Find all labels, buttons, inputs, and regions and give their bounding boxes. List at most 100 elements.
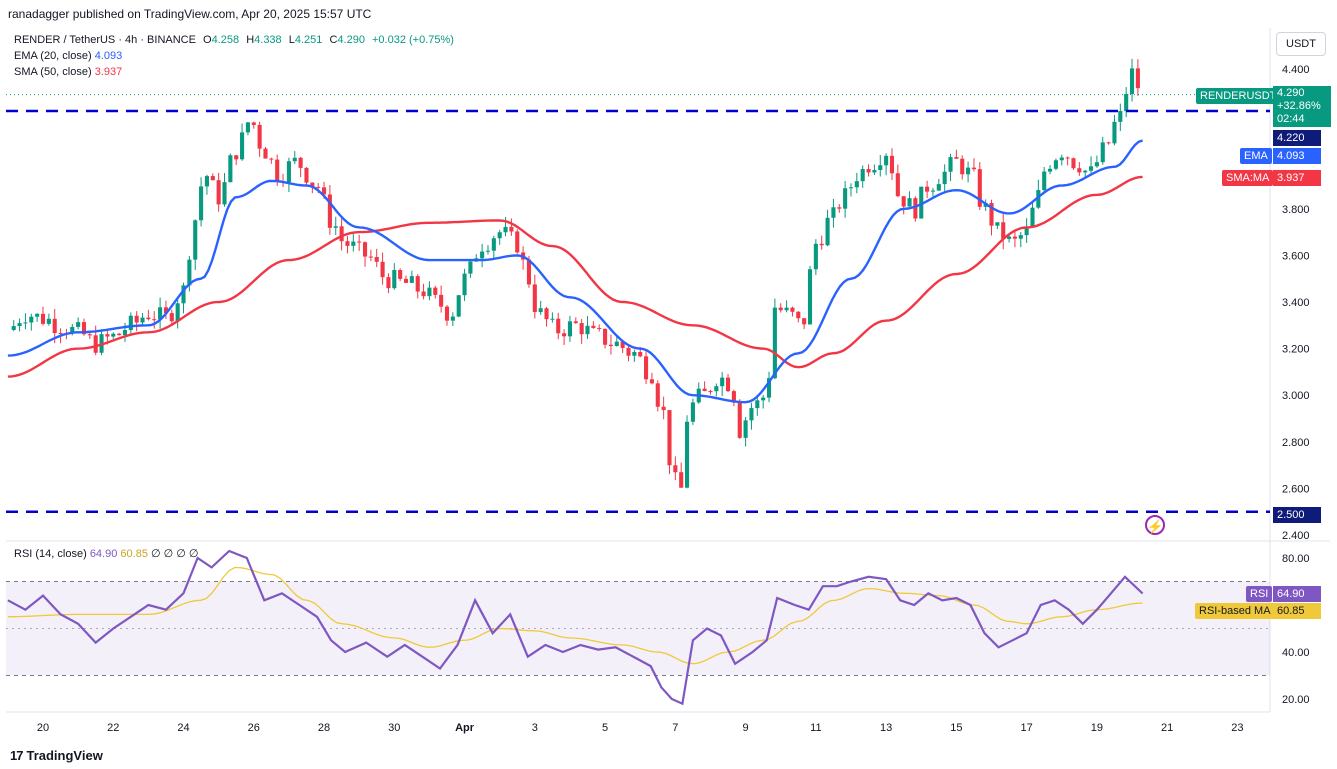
candle-body bbox=[632, 352, 637, 356]
candle-body bbox=[667, 410, 672, 466]
candle-body bbox=[807, 269, 813, 325]
rsi-ma-tag-badge: RSI-based MA bbox=[1195, 603, 1275, 619]
price-tick-label: 3.800 bbox=[1282, 204, 1310, 216]
time-tick-label: 22 bbox=[107, 722, 119, 734]
candle-body bbox=[872, 170, 877, 173]
candle-body bbox=[1059, 157, 1064, 161]
price-tick-label: 2.400 bbox=[1282, 530, 1310, 542]
price-tick-label: 3.000 bbox=[1282, 390, 1310, 402]
candle-body bbox=[977, 169, 982, 207]
candle-body bbox=[339, 226, 344, 242]
candle-body bbox=[52, 318, 57, 333]
candle-body bbox=[901, 196, 906, 207]
candle-body bbox=[731, 391, 736, 403]
candle-body bbox=[884, 155, 889, 166]
candle-body bbox=[679, 472, 684, 488]
candle-body bbox=[1042, 171, 1047, 191]
time-tick-label: 20 bbox=[37, 722, 49, 734]
candle-body bbox=[831, 207, 836, 218]
candle-body bbox=[638, 352, 643, 357]
candle-body bbox=[58, 332, 63, 334]
candle-body bbox=[169, 313, 174, 322]
candle-body bbox=[11, 326, 16, 330]
candle-body bbox=[386, 277, 391, 289]
price-tick-label: 3.400 bbox=[1282, 297, 1310, 309]
candle-body bbox=[925, 186, 930, 192]
candle-body bbox=[485, 250, 491, 252]
candle-body bbox=[181, 285, 186, 304]
time-tick-label: 7 bbox=[672, 722, 678, 734]
symbol-legend: RENDER / TetherUS · 4h · BINANCE O4.258 … bbox=[14, 32, 454, 48]
candle-body bbox=[644, 356, 649, 380]
candle-body bbox=[1036, 190, 1041, 208]
rsi-tick-label: 20.00 bbox=[1282, 694, 1310, 706]
candle-body bbox=[778, 307, 783, 311]
candle-body bbox=[222, 182, 227, 205]
candle-body bbox=[439, 294, 444, 307]
candle-body bbox=[860, 169, 865, 182]
candle-body bbox=[848, 187, 854, 189]
candle-body bbox=[310, 182, 315, 187]
lightning-icon[interactable]: ⚡ bbox=[1145, 515, 1165, 535]
currency-unit-button[interactable]: USDT bbox=[1276, 32, 1326, 56]
candle-body bbox=[889, 155, 895, 174]
candle-body bbox=[187, 259, 192, 286]
candle-body bbox=[772, 307, 777, 379]
candle-body bbox=[655, 383, 660, 407]
candle-body bbox=[1065, 157, 1070, 159]
time-tick-label: 13 bbox=[880, 722, 892, 734]
candle-body bbox=[23, 322, 28, 324]
candle-body bbox=[673, 465, 678, 473]
sma-value-badge: 3.937 bbox=[1273, 170, 1321, 186]
time-tick-label: 11 bbox=[810, 722, 821, 734]
price-tick-label: 3.600 bbox=[1282, 250, 1310, 262]
candle-body bbox=[585, 325, 590, 335]
candle-body bbox=[444, 306, 450, 321]
candle-body bbox=[81, 322, 87, 335]
time-tick-label: 30 bbox=[388, 722, 400, 734]
candle-body bbox=[199, 186, 204, 221]
candle-body bbox=[737, 402, 742, 438]
candle-body bbox=[117, 333, 122, 336]
candle-body bbox=[591, 325, 596, 328]
candle-body bbox=[995, 222, 1000, 226]
candle-body bbox=[409, 276, 414, 283]
ema-tag-badge: EMA bbox=[1240, 148, 1272, 164]
candle-body bbox=[515, 231, 520, 253]
candle-body bbox=[550, 318, 555, 320]
candle-body bbox=[1124, 93, 1129, 112]
candle-body bbox=[240, 132, 245, 160]
candle-body bbox=[919, 186, 924, 219]
rsi-legend-value: 64.90 bbox=[89, 548, 118, 560]
time-tick-label: 28 bbox=[318, 722, 330, 734]
rsi-legend-extra: ∅ ∅ ∅ ∅ bbox=[151, 548, 199, 560]
candle-body bbox=[837, 207, 842, 209]
candle-body bbox=[304, 167, 309, 183]
candle-body bbox=[702, 388, 707, 392]
candle-body bbox=[497, 232, 502, 239]
candle-body bbox=[761, 397, 766, 401]
candle-body bbox=[743, 420, 748, 438]
price-tick-label: 4.400 bbox=[1282, 64, 1310, 76]
ema-value-badge: 4.093 bbox=[1273, 148, 1321, 164]
time-tick-label: 19 bbox=[1091, 722, 1103, 734]
candle-body bbox=[690, 402, 695, 422]
rsi-value-badge: 64.90 bbox=[1273, 586, 1321, 602]
candle-body bbox=[1030, 207, 1035, 227]
tradingview-brand: 17 TradingView bbox=[10, 748, 103, 763]
candle-body bbox=[1135, 68, 1140, 89]
rsi-line bbox=[7, 549, 1144, 706]
candle-body bbox=[503, 226, 508, 233]
time-tick-label: 24 bbox=[177, 722, 189, 734]
candle-body bbox=[936, 184, 941, 191]
candle-body bbox=[895, 173, 900, 197]
time-tick-label: Apr bbox=[455, 722, 475, 734]
time-tick-label: 21 bbox=[1161, 722, 1173, 734]
candle-body bbox=[603, 328, 608, 345]
candle-body bbox=[357, 241, 362, 243]
candle-body bbox=[105, 334, 110, 337]
candle-body bbox=[614, 341, 619, 346]
candle-body bbox=[878, 165, 883, 171]
candle-body bbox=[784, 307, 789, 311]
